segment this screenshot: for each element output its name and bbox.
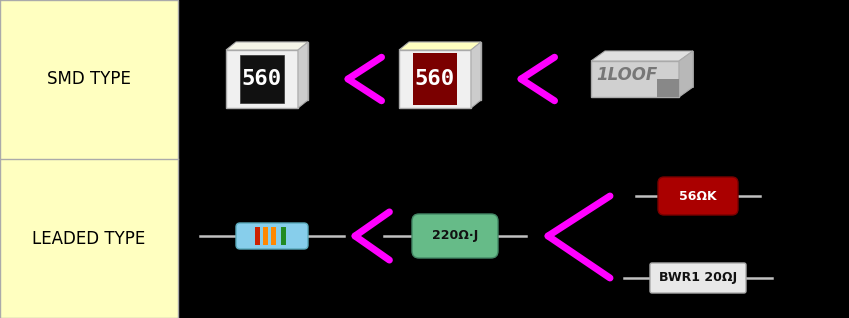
FancyBboxPatch shape bbox=[658, 177, 738, 215]
Polygon shape bbox=[471, 42, 481, 108]
FancyBboxPatch shape bbox=[657, 79, 679, 97]
FancyBboxPatch shape bbox=[412, 214, 498, 258]
FancyBboxPatch shape bbox=[256, 227, 261, 245]
FancyBboxPatch shape bbox=[272, 227, 277, 245]
FancyBboxPatch shape bbox=[591, 61, 679, 97]
Text: SMD TYPE: SMD TYPE bbox=[47, 70, 131, 88]
FancyBboxPatch shape bbox=[399, 50, 471, 108]
FancyBboxPatch shape bbox=[0, 0, 178, 318]
FancyBboxPatch shape bbox=[650, 263, 746, 293]
Text: BWR1 20ΩJ: BWR1 20ΩJ bbox=[659, 272, 737, 285]
Text: 220Ω·J: 220Ω·J bbox=[432, 230, 478, 243]
Text: 1LOOF: 1LOOF bbox=[596, 66, 658, 84]
FancyBboxPatch shape bbox=[236, 223, 308, 249]
Polygon shape bbox=[679, 51, 693, 97]
Text: 56ΩK: 56ΩK bbox=[679, 190, 717, 203]
FancyBboxPatch shape bbox=[240, 55, 284, 103]
Polygon shape bbox=[298, 42, 308, 108]
FancyBboxPatch shape bbox=[409, 42, 481, 100]
Text: 560: 560 bbox=[242, 69, 282, 89]
FancyBboxPatch shape bbox=[226, 50, 298, 108]
Polygon shape bbox=[226, 42, 308, 50]
Polygon shape bbox=[399, 42, 481, 50]
FancyBboxPatch shape bbox=[282, 227, 286, 245]
FancyBboxPatch shape bbox=[263, 227, 268, 245]
FancyBboxPatch shape bbox=[236, 42, 308, 100]
Polygon shape bbox=[605, 51, 693, 87]
Polygon shape bbox=[591, 51, 693, 61]
Text: LEADED TYPE: LEADED TYPE bbox=[32, 230, 146, 248]
FancyBboxPatch shape bbox=[413, 53, 457, 105]
Text: 560: 560 bbox=[415, 69, 455, 89]
